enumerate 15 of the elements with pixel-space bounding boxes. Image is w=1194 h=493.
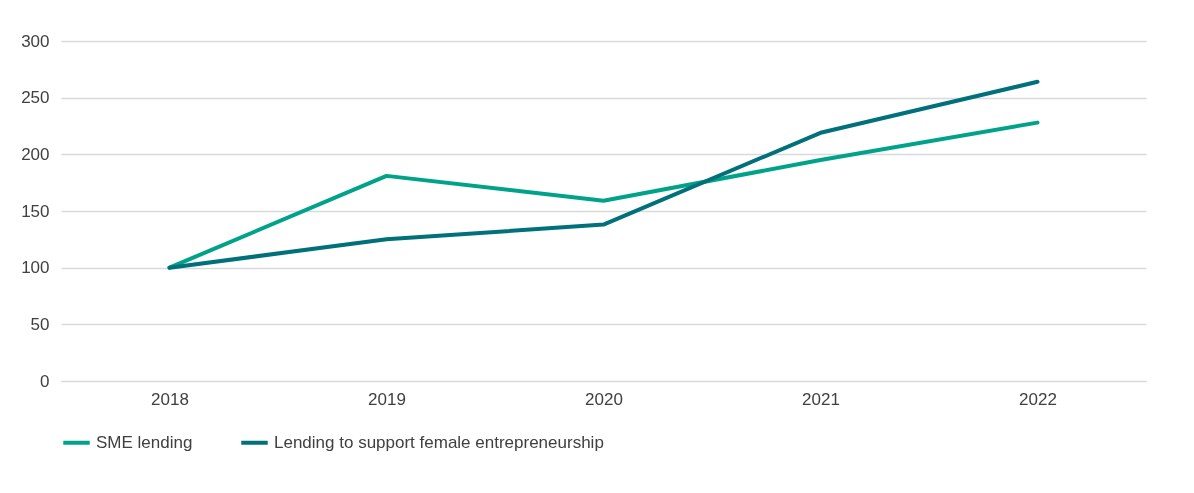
x-tick-label: 2021 — [802, 389, 840, 409]
x-tick-label: 2018 — [151, 389, 189, 409]
y-tick-label: 50 — [30, 314, 50, 334]
x-tick-label: 2019 — [368, 389, 406, 409]
y-tick-label: 300 — [21, 31, 50, 51]
y-tick-label: 0 — [40, 371, 50, 391]
legend-label: Lending to support female entrepreneurship — [274, 432, 604, 452]
y-tick-label: 100 — [21, 258, 50, 278]
y-tick-label: 200 — [21, 144, 50, 164]
y-tick-label: 250 — [21, 88, 50, 108]
line-series — [167, 79, 1040, 270]
y-tick-label: 150 — [21, 201, 50, 221]
x-tick-label: 2020 — [585, 389, 623, 409]
x-tick-label: 2022 — [1019, 389, 1057, 409]
legend-label: SME lending — [96, 432, 193, 452]
